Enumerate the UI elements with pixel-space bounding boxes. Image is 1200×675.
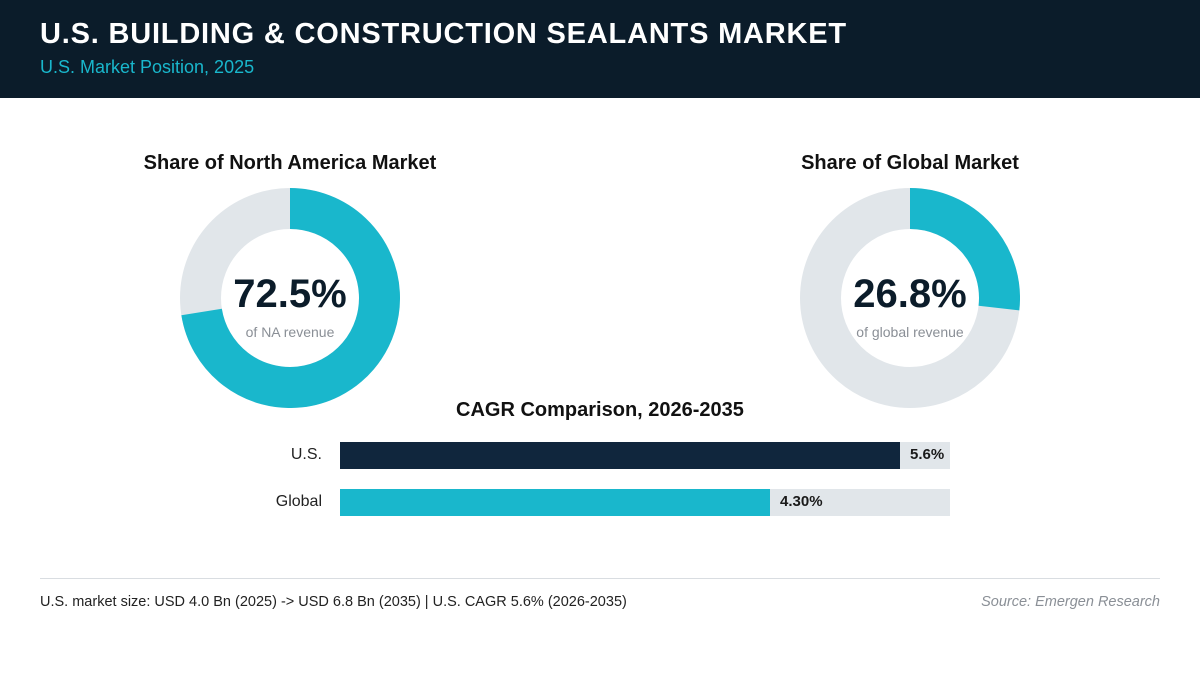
cagr-bar-track-global: 4.30% bbox=[340, 489, 950, 516]
cagr-bar-row-us: U.S. 5.6% bbox=[0, 442, 1200, 470]
page-title: U.S. BUILDING & CONSTRUCTION SEALANTS MA… bbox=[40, 18, 847, 50]
header-banner: U.S. BUILDING & CONSTRUCTION SEALANTS MA… bbox=[0, 0, 1200, 98]
cagr-bar-track-us: 5.6% bbox=[340, 442, 950, 469]
footer-note: U.S. market size: USD 4.0 Bn (2025) -> U… bbox=[40, 594, 627, 610]
na-share-title: Share of North America Market bbox=[143, 152, 437, 174]
cagr-bar-value-global: 4.30% bbox=[780, 493, 823, 510]
cagr-bar-value-us: 5.6% bbox=[910, 446, 945, 463]
global-share-donut: 26.8% of global revenue bbox=[800, 188, 1020, 408]
cagr-chart-title: CAGR Comparison, 2026-2035 bbox=[456, 399, 744, 421]
page-subtitle: U.S. Market Position, 2025 bbox=[40, 57, 255, 77]
global-share-donut-svg bbox=[800, 188, 1020, 408]
na-share-arc bbox=[181, 188, 400, 408]
footer-divider bbox=[40, 578, 1160, 579]
cagr-bar-label-us: U.S. bbox=[290, 446, 322, 463]
global-share-title: Share of Global Market bbox=[801, 152, 1019, 174]
global-share-value: 26.8% bbox=[853, 272, 967, 316]
global-share-caption: of global revenue bbox=[856, 324, 964, 340]
cagr-bar-label-global: Global bbox=[275, 493, 322, 510]
cagr-bar-us bbox=[340, 442, 900, 469]
cagr-bar-row-global: Global 4.30% bbox=[0, 489, 1200, 517]
na-share-donut-svg bbox=[180, 188, 400, 408]
global-share-arc bbox=[909, 188, 1020, 311]
na-share-caption: of NA revenue bbox=[245, 324, 335, 340]
source-credit: Source: Emergen Research bbox=[981, 594, 1160, 610]
na-share-value: 72.5% bbox=[233, 272, 347, 316]
cagr-bar-global bbox=[340, 489, 770, 516]
na-share-donut: 72.5% of NA revenue bbox=[180, 188, 400, 408]
